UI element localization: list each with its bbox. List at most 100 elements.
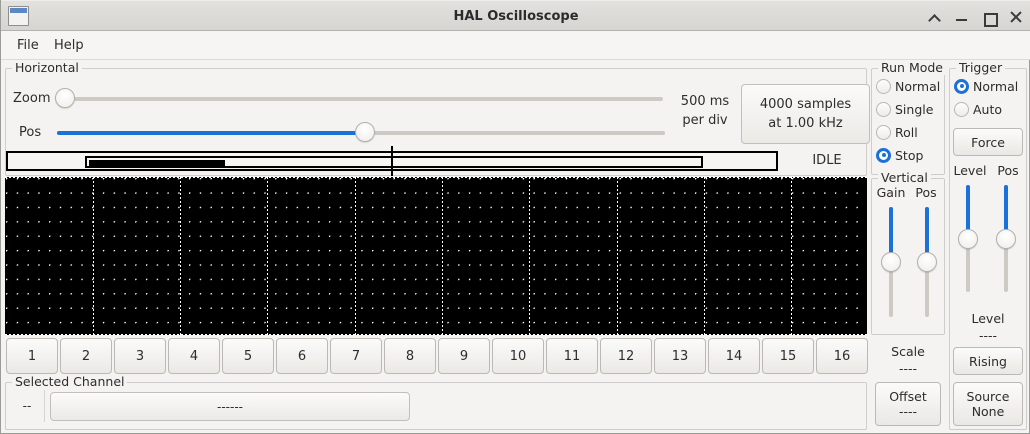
menu-item-file[interactable]: File [17, 38, 39, 53]
scope-display[interactable] [5, 177, 867, 335]
sample-rate: at 1.00 kHz [768, 116, 843, 131]
vertical-group: Vertical Gain Pos [871, 170, 945, 335]
horizontal-pos-slider-fill [57, 131, 365, 135]
vertical-pos-slider-fill [925, 207, 929, 262]
channel-button-2[interactable]: 2 [60, 338, 112, 374]
run-mode-option-normal[interactable]: Normal [876, 75, 940, 97]
selected-channel-indicator: -- [22, 399, 32, 413]
trigger-level-slider[interactable] [958, 185, 978, 292]
menu-item-help[interactable]: Help [54, 38, 84, 53]
maximize-button[interactable] [982, 10, 998, 27]
run-mode-label-roll: Roll [895, 124, 918, 140]
vertical-group-title: Vertical [878, 170, 931, 185]
vertical-pos-label: Pos [915, 185, 937, 200]
scope-gridline-v3 [267, 177, 268, 335]
trigger-pos-slider-handle[interactable] [996, 229, 1016, 249]
channel-button-7[interactable]: 7 [330, 338, 382, 374]
channel-button-1[interactable]: 1 [6, 338, 58, 374]
time-per-div-unit: per div [682, 113, 728, 128]
time-per-div-readout: 500 ms per div [673, 92, 737, 130]
window-title: HAL Oscilloscope [453, 9, 579, 24]
channel-button-4[interactable]: 4 [168, 338, 220, 374]
channel-button-6[interactable]: 6 [276, 338, 328, 374]
channel-button-10[interactable]: 10 [492, 338, 544, 374]
horizontal-group: Horizontal [5, 60, 867, 176]
run-mode-label-single: Single [895, 101, 934, 117]
channel-button-3[interactable]: 3 [114, 338, 166, 374]
zoom-slider-handle[interactable] [55, 88, 75, 108]
window-controls [928, 1, 1023, 32]
trigger-group-title: Trigger [956, 60, 1006, 75]
channel-button-9[interactable]: 9 [438, 338, 490, 374]
run-mode-option-roll[interactable]: Roll [876, 121, 918, 143]
selected-channel-combo[interactable]: ------ [50, 392, 410, 421]
vertical-pos-slider[interactable] [917, 207, 937, 317]
scope-gridline-v9 [791, 177, 792, 335]
selected-channel-title: Selected Channel [12, 374, 128, 389]
vertical-offset-label: Offset [889, 389, 927, 404]
trigger-mode-auto[interactable]: Auto [954, 98, 1002, 120]
vertical-pos-slider-handle[interactable] [917, 252, 937, 272]
horizontal-group-title: Horizontal [12, 60, 82, 75]
trigger-level-slider-fill [966, 185, 970, 239]
trigger-edge-button[interactable]: Rising [953, 347, 1023, 375]
channel-button-5[interactable]: 5 [222, 338, 274, 374]
trigger-level-slider-label: Level [953, 163, 987, 178]
trigger-source-button[interactable]: Source None [953, 382, 1023, 426]
vertical-gain-slider-fill [889, 207, 893, 262]
zoom-slider-track[interactable] [55, 97, 663, 101]
trigger-pos-slider[interactable] [996, 185, 1016, 292]
close-button[interactable] [1009, 10, 1023, 24]
buffer-scrollbar-inner[interactable] [85, 156, 703, 168]
trigger-source-label: Source [966, 389, 1010, 404]
radio-icon-normal [876, 78, 891, 94]
trigger-mode-normal[interactable]: Normal [954, 75, 1018, 97]
scope-gridline-h-top [5, 177, 867, 178]
vertical-offset-button[interactable]: Offset ---- [875, 382, 941, 426]
buffer-scrollbar-thumb[interactable] [89, 160, 225, 166]
vertical-scale-value: ---- [898, 361, 918, 376]
trigger-level-slider-handle[interactable] [958, 229, 978, 249]
scope-gridline-v5 [442, 177, 443, 335]
time-per-div-value: 500 ms [680, 94, 730, 109]
menu-bar: File Help [1, 31, 1030, 60]
channel-button-13[interactable]: 13 [654, 338, 706, 374]
channel-button-12[interactable]: 12 [600, 338, 652, 374]
run-mode-option-single[interactable]: Single [876, 98, 933, 120]
horizontal-pos-slider[interactable] [57, 122, 665, 142]
run-mode-group: Run Mode Normal Single Roll Stop [871, 60, 946, 175]
trigger-force-button[interactable]: Force [953, 128, 1023, 156]
scope-gridline-v4 [355, 177, 356, 335]
channel-button-14[interactable]: 14 [708, 338, 760, 374]
scope-gridline-v7 [617, 177, 618, 335]
selected-channel-divider [44, 390, 45, 422]
channel-button-16[interactable]: 16 [816, 338, 868, 374]
radio-icon-trigger-normal [954, 78, 969, 94]
run-mode-label-normal: Normal [895, 78, 941, 94]
trigger-level-readout-label: Level [971, 311, 1005, 326]
horizontal-pos-slider-handle[interactable] [355, 122, 375, 142]
vertical-offset-value: ---- [898, 404, 918, 419]
window-icon [8, 6, 29, 26]
channel-button-8[interactable]: 8 [384, 338, 436, 374]
channel-button-11[interactable]: 11 [546, 338, 598, 374]
shade-button[interactable] [928, 10, 942, 24]
title-bar: HAL Oscilloscope [1, 0, 1030, 31]
channel-button-15[interactable]: 15 [762, 338, 814, 374]
vertical-gain-label: Gain [876, 185, 906, 200]
vertical-gain-slider[interactable] [881, 207, 901, 317]
minimize-button[interactable] [955, 10, 969, 24]
run-mode-label-stop: Stop [895, 147, 924, 163]
vertical-gain-slider-handle[interactable] [881, 252, 901, 272]
trigger-mode-label-auto: Auto [973, 101, 1003, 117]
run-mode-title: Run Mode [878, 60, 946, 75]
run-mode-option-stop[interactable]: Stop [876, 144, 923, 166]
scope-gridline-v2 [180, 177, 181, 335]
zoom-slider[interactable] [55, 88, 663, 108]
trigger-source-value: None [971, 404, 1005, 419]
trigger-group: Trigger Normal Auto [949, 60, 1027, 430]
radio-icon-stop [876, 147, 891, 163]
trigger-pos-slider-label: Pos [997, 163, 1019, 178]
horizontal-pos-label: Pos [19, 125, 42, 140]
